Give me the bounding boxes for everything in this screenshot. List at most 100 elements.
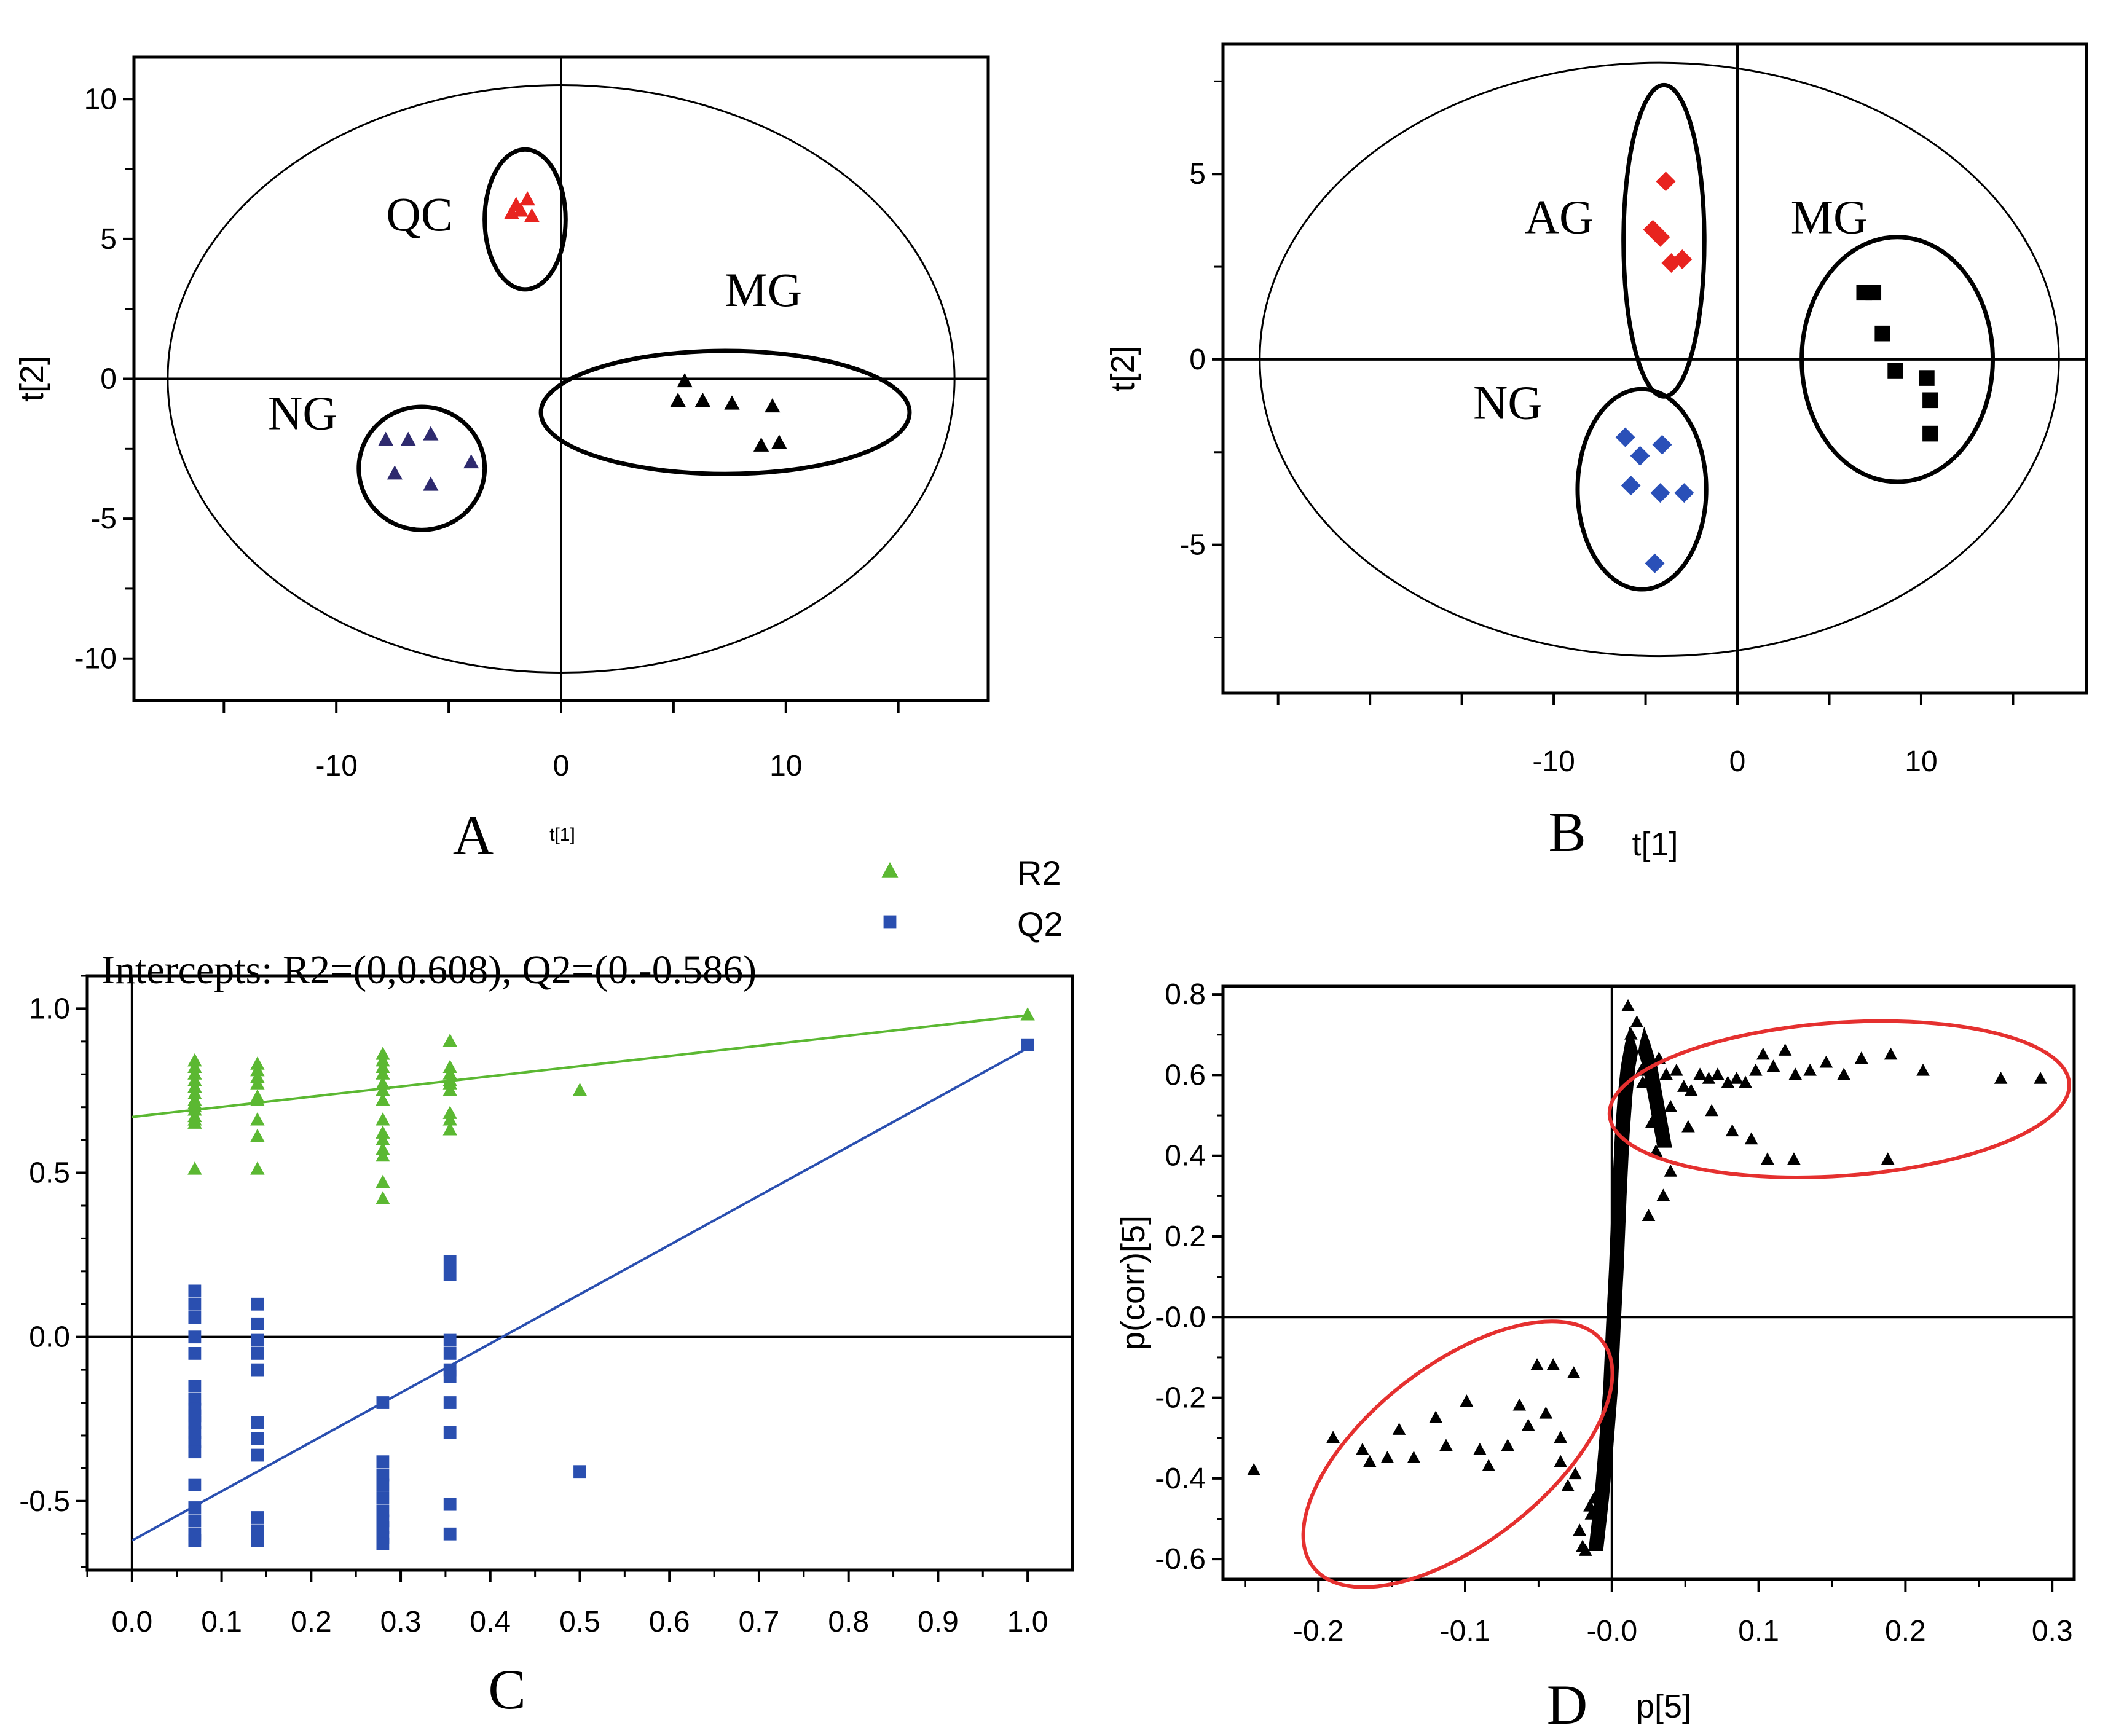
a-point-ng bbox=[463, 454, 479, 469]
a-ytick-label: 0 bbox=[100, 363, 117, 396]
d-point-variables bbox=[1645, 1116, 1659, 1128]
c-point-r2 bbox=[376, 1191, 390, 1204]
d-ytick-label: 0.2 bbox=[1165, 1220, 1206, 1253]
c-point-q2 bbox=[251, 1432, 264, 1445]
d-point-variables bbox=[1460, 1394, 1474, 1407]
c-xtick-label: 0.5 bbox=[559, 1606, 600, 1638]
b-group-label-ag: AG bbox=[1525, 190, 1594, 244]
d-point-variables bbox=[1512, 1398, 1527, 1411]
c-point-q2 bbox=[443, 1268, 457, 1281]
a-point-ng bbox=[378, 431, 394, 446]
c-point-q2 bbox=[251, 1317, 264, 1330]
c-xtick-label: 0.0 bbox=[111, 1606, 152, 1638]
d-point-variables bbox=[2034, 1071, 2047, 1084]
c-point-q2 bbox=[188, 1416, 202, 1429]
d-ytick-label: -0.0 bbox=[1155, 1301, 1206, 1333]
d-point-variables bbox=[1761, 1152, 1774, 1165]
d-point-variables bbox=[1766, 1059, 1780, 1072]
c-legend-marker-q2 bbox=[883, 915, 897, 929]
d-point-variables bbox=[1787, 1152, 1801, 1165]
c-point-q2 bbox=[376, 1537, 390, 1550]
d-point-variables bbox=[1837, 1067, 1850, 1080]
c-point-q2 bbox=[251, 1524, 264, 1538]
a-group-label-ng: NG bbox=[268, 386, 337, 439]
d-point-variables bbox=[1567, 1366, 1581, 1379]
c-point-q2 bbox=[188, 1445, 202, 1459]
panel-d: 0.8 0.6 0.4 0.2 -0.0 -0.2 -0.4 -0.6 -0.2 -0.1 -0.0… bbox=[1115, 978, 2076, 1736]
c-point-q2 bbox=[443, 1255, 457, 1268]
a-point-ng bbox=[387, 465, 403, 480]
c-point-r2 bbox=[250, 1128, 265, 1142]
d-point-variables bbox=[1380, 1451, 1394, 1463]
d-point-variables bbox=[1744, 1132, 1758, 1145]
b-point-mg bbox=[1887, 363, 1903, 379]
c-ytick-label: 0.0 bbox=[29, 1321, 70, 1354]
b-point-ag bbox=[1672, 249, 1693, 269]
d-point-variables bbox=[1636, 1075, 1650, 1088]
a-point-mg bbox=[753, 437, 769, 452]
c-point-r2 bbox=[442, 1033, 457, 1047]
a-point-mg bbox=[677, 373, 693, 388]
c-point-q2 bbox=[188, 1311, 202, 1324]
d-point-variables bbox=[1568, 1467, 1582, 1480]
b-group-ellipse-ng bbox=[1575, 387, 1709, 592]
c-xtick-label: 0.3 bbox=[380, 1606, 422, 1638]
d-point-variables bbox=[1546, 1358, 1560, 1370]
d-point-variables bbox=[1429, 1410, 1443, 1423]
c-point-q2 bbox=[188, 1392, 202, 1406]
c-point-q2 bbox=[251, 1346, 264, 1360]
c-point-r2 bbox=[376, 1066, 390, 1080]
c-point-q2 bbox=[251, 1363, 264, 1377]
c-ytick-label: -0.5 bbox=[19, 1485, 70, 1518]
c-point-q2 bbox=[376, 1396, 390, 1409]
d-point-variables bbox=[1664, 1099, 1678, 1112]
c-point-q2 bbox=[443, 1396, 457, 1409]
b-point-ng bbox=[1650, 483, 1670, 503]
b-point-ag bbox=[1650, 227, 1670, 247]
a-ytick-label: -10 bbox=[74, 643, 117, 675]
a-point-qc bbox=[519, 191, 535, 206]
d-point-variables bbox=[1884, 1047, 1898, 1060]
panel-c: 1.0 0.5 0.0 -0.5 0.0 0.1 0.2 0.3 0.4 0.5 0.6 0.7 0.8… bbox=[19, 854, 1074, 1721]
d-point-variables bbox=[1881, 1152, 1895, 1165]
c-point-q2 bbox=[376, 1504, 390, 1518]
d-point-variables bbox=[1994, 1071, 2008, 1084]
d-point-variables bbox=[1621, 999, 1635, 1011]
a-point-ng bbox=[423, 476, 439, 491]
d-point-variables bbox=[1642, 1209, 1656, 1221]
c-point-q2 bbox=[376, 1468, 390, 1482]
b-point-ng bbox=[1615, 427, 1635, 447]
d-point-variables bbox=[1656, 1188, 1670, 1201]
d-point-variables bbox=[1554, 1431, 1568, 1443]
c-point-q2 bbox=[376, 1478, 390, 1491]
a-point-mg bbox=[724, 395, 740, 410]
d-point-variables bbox=[1916, 1063, 1930, 1076]
b-group-label-ng: NG bbox=[1473, 375, 1543, 429]
c-xtick-label: 0.7 bbox=[739, 1606, 780, 1638]
b-point-ng bbox=[1652, 434, 1672, 455]
d-point-variables bbox=[1473, 1442, 1487, 1455]
a-point-mg bbox=[694, 392, 711, 407]
d-point-variables bbox=[1756, 1047, 1770, 1060]
d-xtick-label: 0.3 bbox=[2032, 1615, 2073, 1648]
c-point-q2 bbox=[376, 1455, 390, 1469]
c-point-q2 bbox=[251, 1297, 264, 1311]
d-point-variables bbox=[1530, 1358, 1544, 1370]
c-point-q2 bbox=[251, 1511, 264, 1524]
d-point-variables bbox=[1583, 1499, 1597, 1512]
d-point-variables bbox=[1326, 1431, 1340, 1443]
a-group-label-qc: QC bbox=[386, 187, 452, 241]
c-point-r2 bbox=[376, 1132, 390, 1145]
c-point-q2 bbox=[188, 1426, 202, 1439]
c-point-r2 bbox=[250, 1093, 265, 1106]
d-point-variables bbox=[1482, 1459, 1496, 1471]
c-point-q2 bbox=[443, 1426, 457, 1439]
a-point-qc bbox=[524, 208, 540, 222]
d-point-variables bbox=[1664, 1164, 1678, 1177]
b-ylabel: t[2] bbox=[1104, 345, 1141, 391]
d-point-variables bbox=[1710, 1067, 1725, 1080]
c-point-q2 bbox=[251, 1416, 264, 1429]
d-point-variables bbox=[1788, 1067, 1803, 1080]
d-xtick-label: -0.2 bbox=[1293, 1615, 1344, 1648]
